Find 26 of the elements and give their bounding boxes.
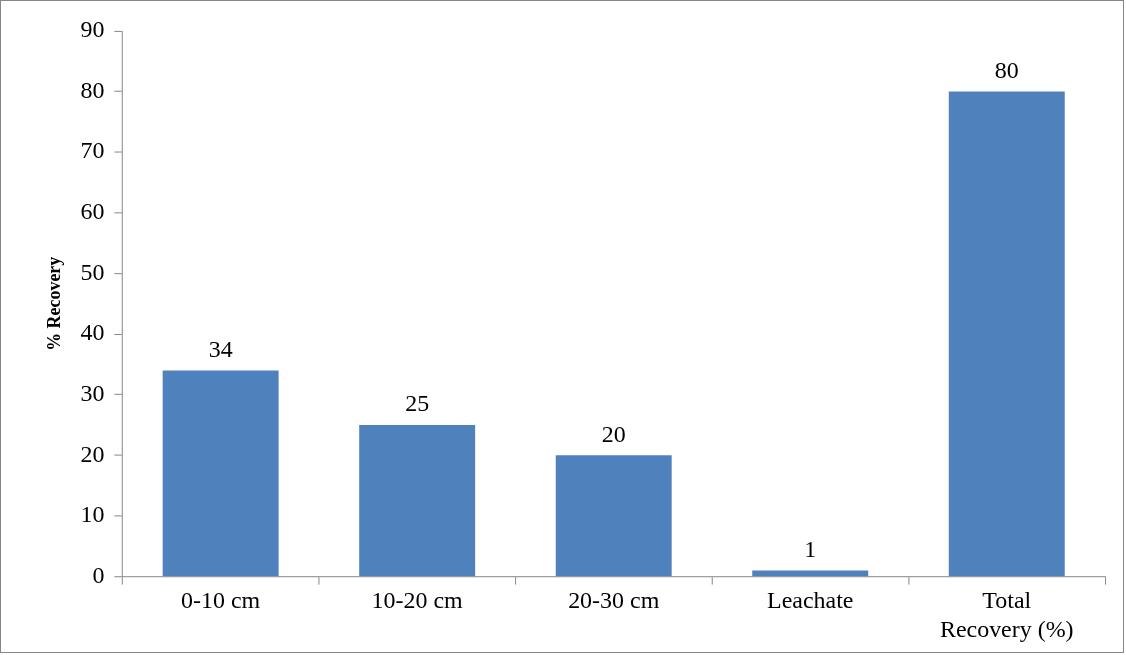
bar — [948, 91, 1065, 577]
x-tick-label: Leachate — [767, 587, 854, 614]
data-label: 25 — [405, 390, 430, 417]
y-tick-label: 60 — [80, 198, 105, 225]
x-tick-label: Total Recovery (%) — [939, 587, 1074, 642]
y-tick-label: 30 — [80, 380, 105, 406]
x-tick-label: 10-20 cm — [371, 587, 464, 614]
y-tick-label: 40 — [80, 319, 105, 346]
data-label: 20 — [601, 420, 626, 447]
y-tick-label: 20 — [80, 440, 105, 467]
bar — [752, 570, 869, 577]
y-tick-label: 90 — [80, 16, 105, 43]
data-label: 80 — [994, 56, 1019, 83]
y-tick-label: 80 — [80, 76, 105, 103]
bar — [555, 455, 672, 577]
y-tick-label: 0 — [92, 561, 105, 588]
y-axis-title: % Recovery — [44, 256, 65, 351]
x-tick-label: 20-30 cm — [568, 587, 660, 614]
y-tick-label: 50 — [80, 258, 105, 285]
y-tick-label: 70 — [80, 137, 105, 164]
bar — [359, 425, 476, 577]
data-label: 34 — [208, 335, 233, 362]
y-tick-label: 10 — [80, 501, 105, 528]
bar — [162, 370, 279, 577]
x-tick-label: 0-10 cm — [181, 587, 261, 614]
data-label: 1 — [804, 535, 817, 562]
